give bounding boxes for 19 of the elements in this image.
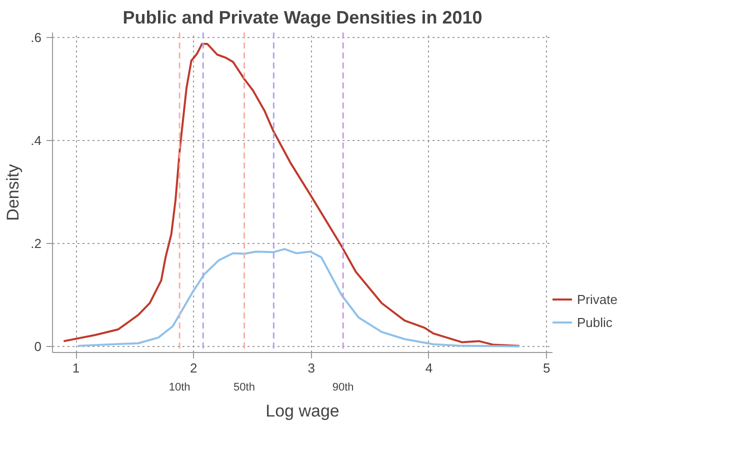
x-tick-label: 1 [72, 360, 80, 376]
line-series [77, 248, 520, 348]
legend-label: Private [577, 292, 618, 306]
y-axis-title: Density [4, 164, 23, 221]
x-axis-title: Log wage [266, 402, 340, 420]
chart-title: Public and Private Wage Densities in 2010 [122, 8, 482, 28]
y-tick-label: .2 [30, 236, 42, 251]
legend-label: Public [577, 314, 612, 330]
x-tick-label: 5 [543, 360, 550, 376]
line-series [62, 42, 520, 347]
y-tick-label: 0 [34, 338, 42, 354]
y-tick-label: .4 [30, 133, 42, 148]
ref-line-label: 10th [168, 382, 190, 394]
ref-line-label: 90th [332, 382, 354, 394]
ref-line-label: 50th [234, 382, 255, 394]
y-tick-label: .6 [30, 30, 42, 46]
x-tick-label: 2 [190, 360, 198, 376]
x-tick-label: 3 [308, 360, 315, 376]
x-tick-label: 4 [425, 360, 433, 376]
